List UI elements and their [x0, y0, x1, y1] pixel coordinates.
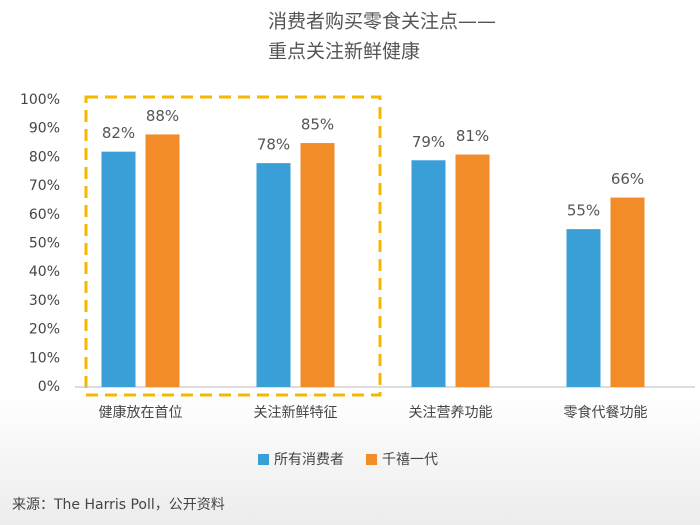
bar	[145, 134, 180, 387]
bar	[101, 151, 136, 387]
y-tick-label: 70%	[29, 178, 60, 194]
y-tick-label: 90%	[29, 121, 60, 137]
bar	[566, 229, 601, 387]
chart-subtitle: 重点关注新鲜健康	[268, 41, 420, 63]
legend-label: 所有消费者	[274, 452, 344, 468]
y-tick-label: 40%	[29, 264, 60, 280]
bar	[256, 163, 291, 387]
y-tick-label: 20%	[29, 322, 60, 338]
value-label: 85%	[301, 116, 334, 134]
legend-swatch	[258, 454, 269, 465]
legend-swatch	[366, 454, 377, 465]
value-label: 55%	[567, 202, 600, 220]
value-label: 78%	[257, 136, 290, 154]
value-label: 81%	[456, 127, 489, 145]
bar	[300, 143, 335, 387]
y-tick-label: 10%	[29, 350, 60, 366]
value-label: 66%	[611, 170, 644, 188]
bar	[411, 160, 446, 387]
value-label: 88%	[146, 107, 179, 125]
y-tick-label: 60%	[29, 207, 60, 223]
y-tick-label: 0%	[38, 379, 60, 395]
source-note: 来源：The Harris Poll，公开资料	[12, 497, 225, 513]
chart-title: 消费者购买零食关注点——	[268, 11, 496, 33]
value-label: 82%	[102, 124, 135, 142]
legend-label: 千禧一代	[382, 452, 438, 468]
bar	[610, 197, 645, 387]
value-label: 79%	[412, 133, 445, 151]
y-tick-label: 80%	[29, 149, 60, 165]
x-tick-label: 零食代餐功能	[564, 404, 648, 421]
bar	[455, 154, 490, 387]
y-tick-label: 100%	[20, 92, 60, 108]
highlight-box	[84, 95, 382, 397]
x-tick-label: 关注营养功能	[409, 405, 493, 421]
x-tick-label: 关注新鲜特征	[254, 405, 338, 421]
y-tick-label: 50%	[29, 236, 60, 252]
x-tick-label: 健康放在首位	[99, 404, 183, 421]
y-tick-label: 30%	[29, 293, 60, 309]
